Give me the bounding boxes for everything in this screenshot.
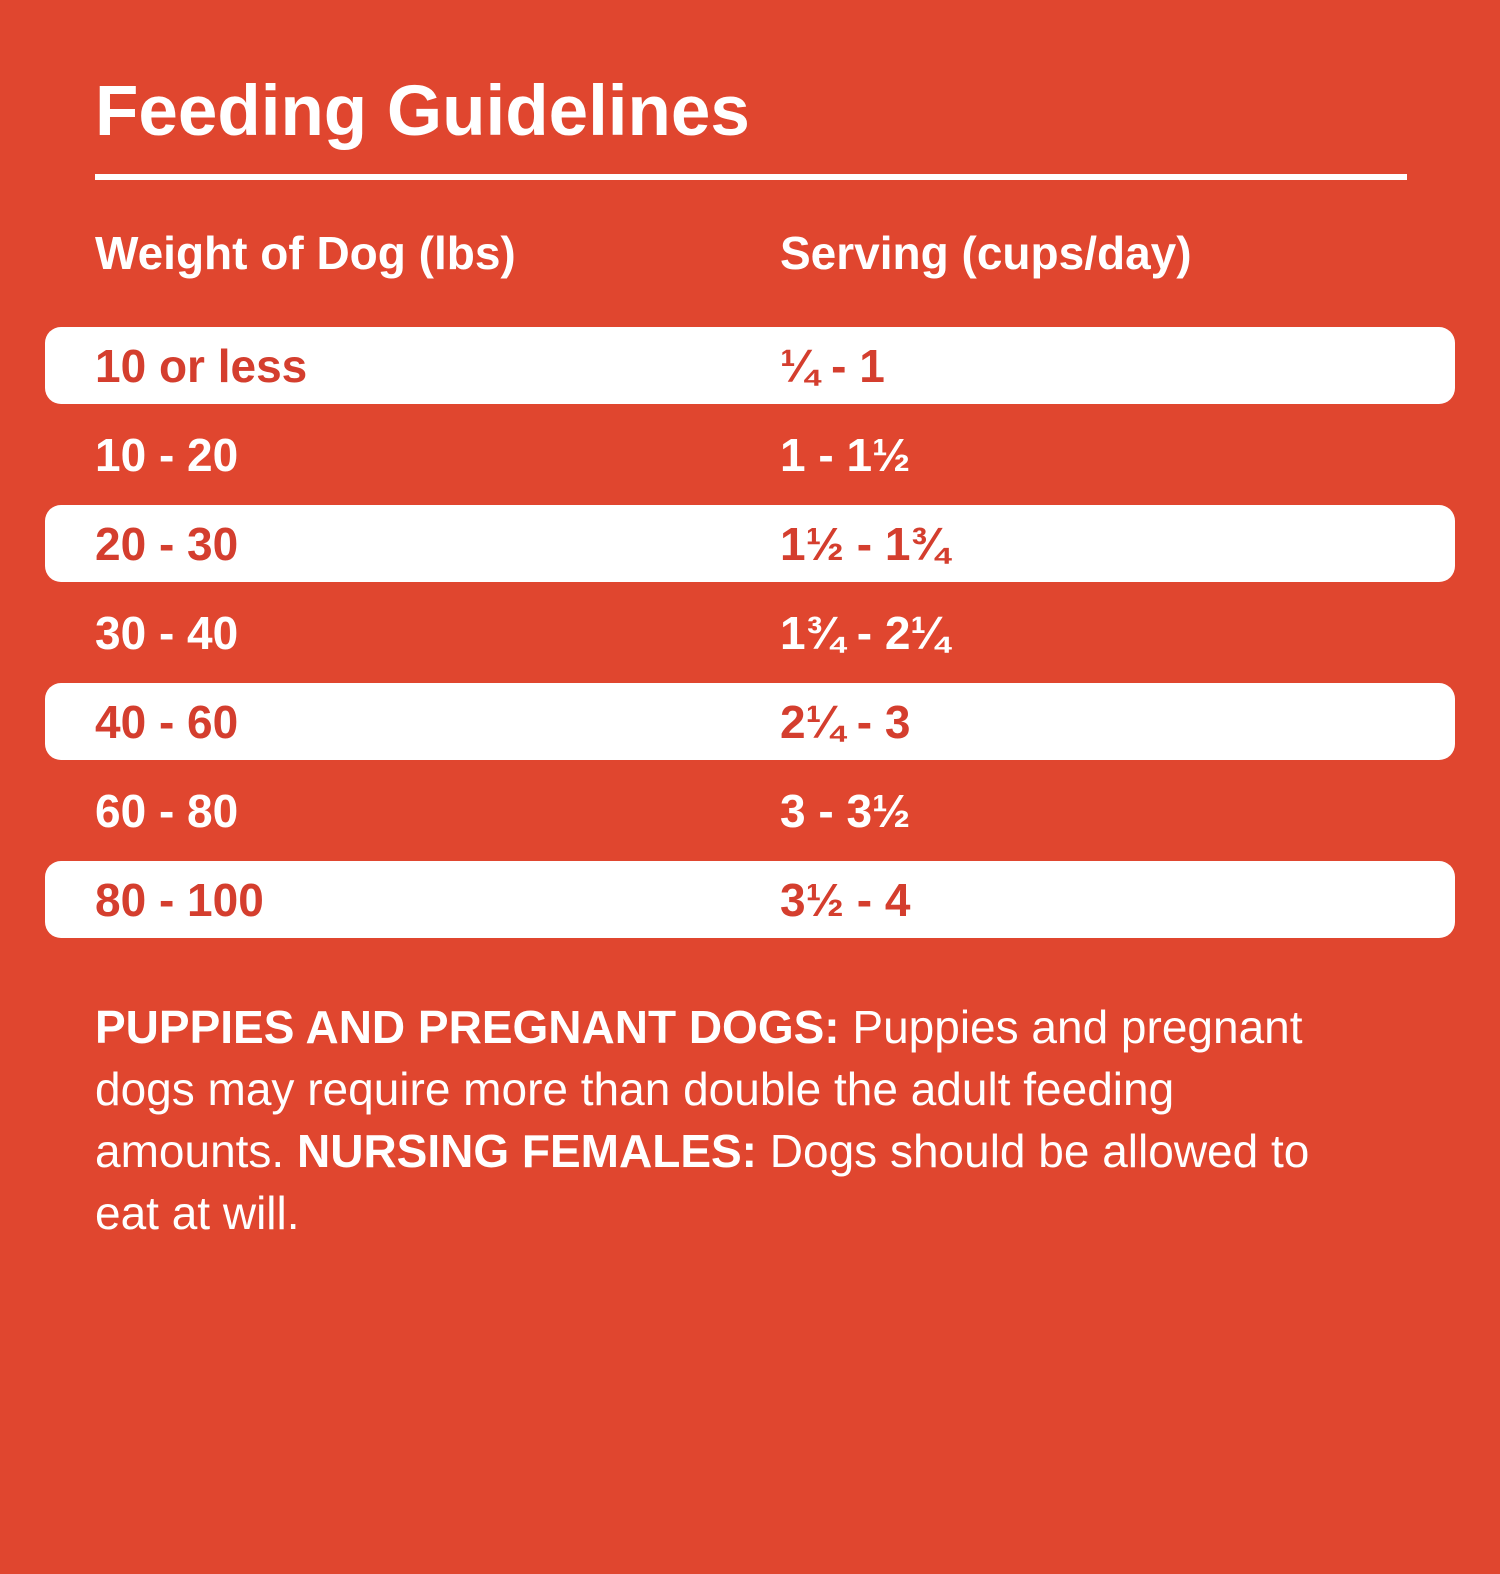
table-row: 20 - 30 1½ - 1¾ [45, 505, 1455, 582]
footnote-puppies-text: Puppies and pregnant dogs may require mo… [95, 1001, 1303, 1177]
weight-cell: 30 - 40 [95, 606, 239, 659]
column-header-serving: Serving (cups/day) [780, 227, 1192, 279]
weight-cell: 80 - 100 [95, 873, 264, 926]
feeding-table-rows: 10 or less ¼ - 1 10 - 20 1 - 1½ 20 - 30 … [0, 327, 1500, 938]
title-underline [95, 174, 1407, 180]
weight-cell: 20 - 30 [95, 517, 239, 570]
table-row: 30 - 40 1¾ - 2¼ [45, 588, 1455, 677]
weight-cell: 10 or less [95, 339, 308, 392]
table-row: 10 - 20 1 - 1½ [45, 410, 1455, 499]
feeding-guidelines-panel: Feeding Guidelines Weight of Dog (lbs) S… [0, 74, 1500, 1574]
weight-cell: 40 - 60 [95, 695, 239, 748]
serving-cell: ¼ - 1 [780, 339, 885, 392]
weight-cell: 60 - 80 [95, 784, 239, 837]
feeding-footnote: PUPPIES AND PREGNANT DOGS: Puppies and p… [95, 996, 1330, 1244]
weight-cell: 10 - 20 [95, 428, 239, 481]
table-row: 40 - 60 2¼ - 3 [45, 683, 1455, 760]
footnote-nursing-heading: NURSING FEMALES: [297, 1125, 757, 1177]
table-row: 60 - 80 3 - 3½ [45, 766, 1455, 855]
footnote-nursing-text: Dogs should be allowed to eat at will. [95, 1125, 1310, 1239]
serving-cell: 3½ - 4 [780, 873, 911, 926]
serving-cell: 1½ - 1¾ [780, 517, 949, 570]
column-header-weight: Weight of Dog (lbs) [95, 227, 516, 279]
page-title: Feeding Guidelines [95, 72, 750, 151]
table-row: 10 or less ¼ - 1 [45, 327, 1455, 404]
table-header-row: Weight of Dog (lbs) Serving (cups/day) [45, 226, 1455, 280]
serving-cell: 2¼ - 3 [780, 695, 911, 748]
serving-cell: 1¾ - 2¼ [780, 606, 949, 659]
serving-cell: 3 - 3½ [780, 784, 911, 837]
footnote-puppies-heading: PUPPIES AND PREGNANT DOGS: [95, 1001, 840, 1053]
serving-cell: 1 - 1½ [780, 428, 911, 481]
table-row: 80 - 100 3½ - 4 [45, 861, 1455, 938]
